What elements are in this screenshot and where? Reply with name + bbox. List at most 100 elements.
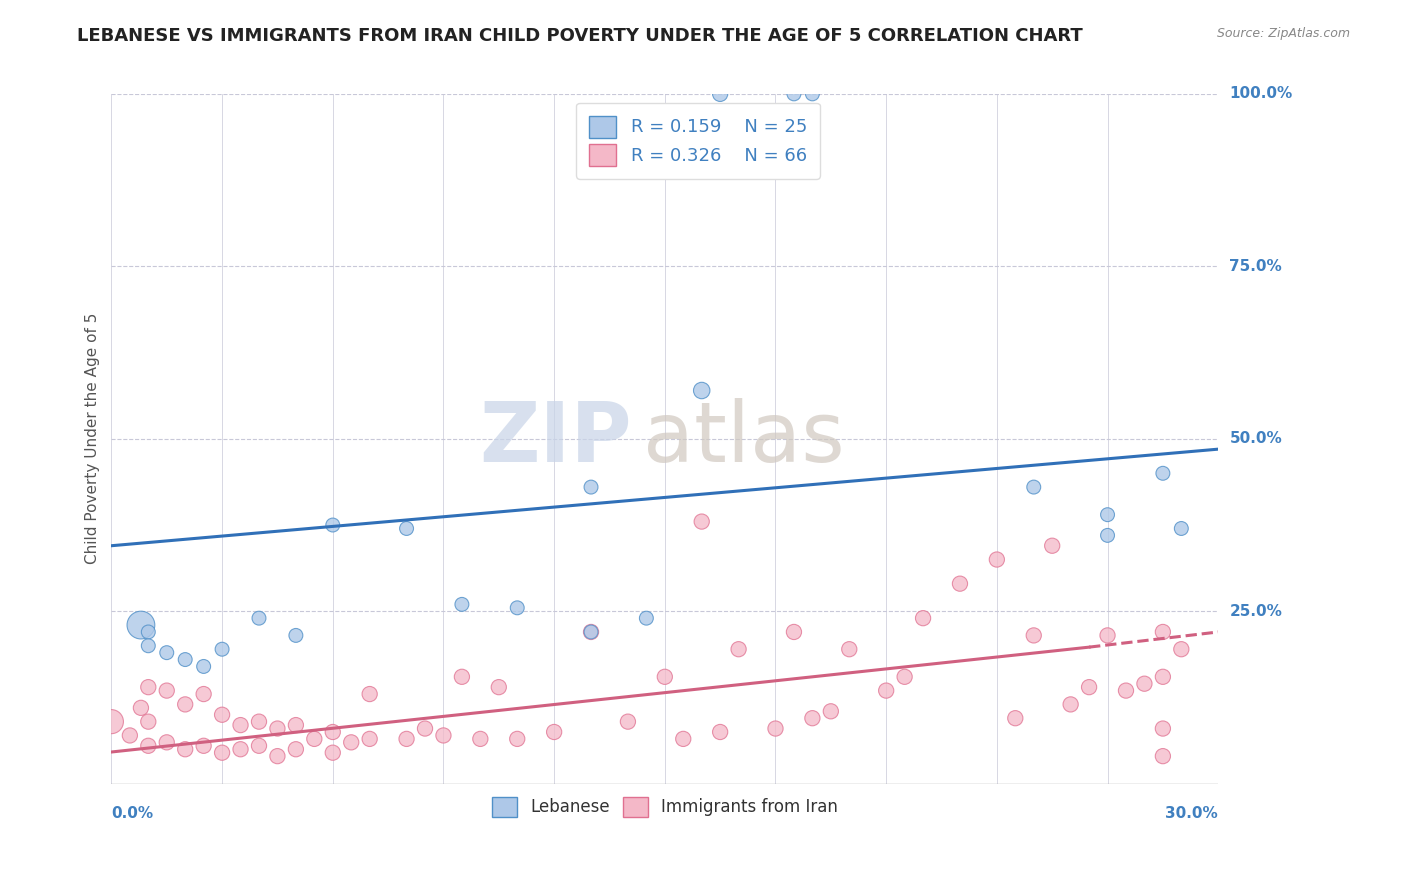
Text: atlas: atlas	[643, 399, 845, 479]
Point	[156, 735, 179, 749]
Point	[174, 698, 197, 712]
Point	[247, 611, 270, 625]
Point	[1097, 508, 1119, 522]
Point	[136, 624, 159, 639]
Point	[156, 683, 179, 698]
Text: 0.0%: 0.0%	[111, 806, 153, 822]
Y-axis label: Child Poverty Under the Age of 5: Child Poverty Under the Age of 5	[86, 313, 100, 565]
Point	[1133, 676, 1156, 690]
Point	[654, 670, 676, 684]
Point	[801, 711, 824, 725]
Point	[912, 611, 935, 625]
Point	[136, 714, 159, 729]
Point	[395, 731, 418, 746]
Point	[838, 642, 860, 657]
Point	[118, 728, 141, 742]
Point	[156, 646, 179, 660]
Point	[322, 725, 344, 739]
Point	[1097, 628, 1119, 642]
Point	[893, 670, 915, 684]
Point	[1152, 749, 1174, 764]
Point	[193, 687, 215, 701]
Point	[1022, 628, 1045, 642]
Point	[727, 642, 749, 657]
Text: ZIP: ZIP	[479, 399, 631, 479]
Point	[284, 718, 307, 732]
Point	[1152, 467, 1174, 481]
Point	[136, 680, 159, 694]
Point	[1040, 539, 1063, 553]
Point	[617, 714, 640, 729]
Point	[359, 731, 381, 746]
Point	[432, 728, 454, 742]
Point	[1078, 680, 1101, 694]
Point	[543, 725, 565, 739]
Point	[229, 742, 252, 756]
Point	[672, 731, 695, 746]
Point	[451, 670, 474, 684]
Point	[229, 718, 252, 732]
Point	[193, 659, 215, 673]
Point	[506, 731, 529, 746]
Point	[284, 742, 307, 756]
Text: LEBANESE VS IMMIGRANTS FROM IRAN CHILD POVERTY UNDER THE AGE OF 5 CORRELATION CH: LEBANESE VS IMMIGRANTS FROM IRAN CHILD P…	[77, 27, 1083, 45]
Point	[247, 714, 270, 729]
Point	[690, 384, 713, 398]
Point	[211, 642, 233, 657]
Point	[266, 749, 288, 764]
Point	[1170, 521, 1192, 535]
Point	[1004, 711, 1026, 725]
Point	[451, 598, 474, 612]
Point	[488, 680, 510, 694]
Point	[1170, 642, 1192, 657]
Point	[136, 739, 159, 753]
Point	[1097, 528, 1119, 542]
Point	[1115, 683, 1137, 698]
Text: 100.0%: 100.0%	[1229, 87, 1292, 102]
Point	[359, 687, 381, 701]
Point	[322, 746, 344, 760]
Point	[413, 722, 436, 736]
Point	[1022, 480, 1045, 494]
Point	[820, 704, 842, 718]
Point	[875, 683, 897, 698]
Point	[1152, 624, 1174, 639]
Text: 50.0%: 50.0%	[1229, 432, 1282, 446]
Point	[579, 624, 602, 639]
Point	[690, 515, 713, 529]
Text: 30.0%: 30.0%	[1166, 806, 1218, 822]
Point	[709, 725, 731, 739]
Point	[174, 652, 197, 666]
Point	[636, 611, 658, 625]
Legend: Lebanese, Immigrants from Iran: Lebanese, Immigrants from Iran	[485, 790, 845, 823]
Point	[174, 742, 197, 756]
Point	[506, 600, 529, 615]
Point	[284, 628, 307, 642]
Point	[266, 722, 288, 736]
Text: Source: ZipAtlas.com: Source: ZipAtlas.com	[1216, 27, 1350, 40]
Point	[579, 624, 602, 639]
Point	[579, 480, 602, 494]
Point	[949, 576, 972, 591]
Point	[765, 722, 787, 736]
Point	[783, 624, 806, 639]
Point	[1152, 722, 1174, 736]
Point	[247, 739, 270, 753]
Point	[340, 735, 363, 749]
Point	[129, 701, 152, 715]
Point	[304, 731, 326, 746]
Text: 75.0%: 75.0%	[1229, 259, 1282, 274]
Point	[986, 552, 1008, 566]
Point	[1152, 670, 1174, 684]
Point	[395, 521, 418, 535]
Point	[801, 87, 824, 101]
Point	[470, 731, 492, 746]
Point	[129, 618, 152, 632]
Text: 25.0%: 25.0%	[1229, 604, 1282, 619]
Point	[322, 518, 344, 533]
Point	[211, 746, 233, 760]
Point	[211, 707, 233, 722]
Point	[709, 87, 731, 101]
Point	[136, 639, 159, 653]
Point	[100, 714, 122, 729]
